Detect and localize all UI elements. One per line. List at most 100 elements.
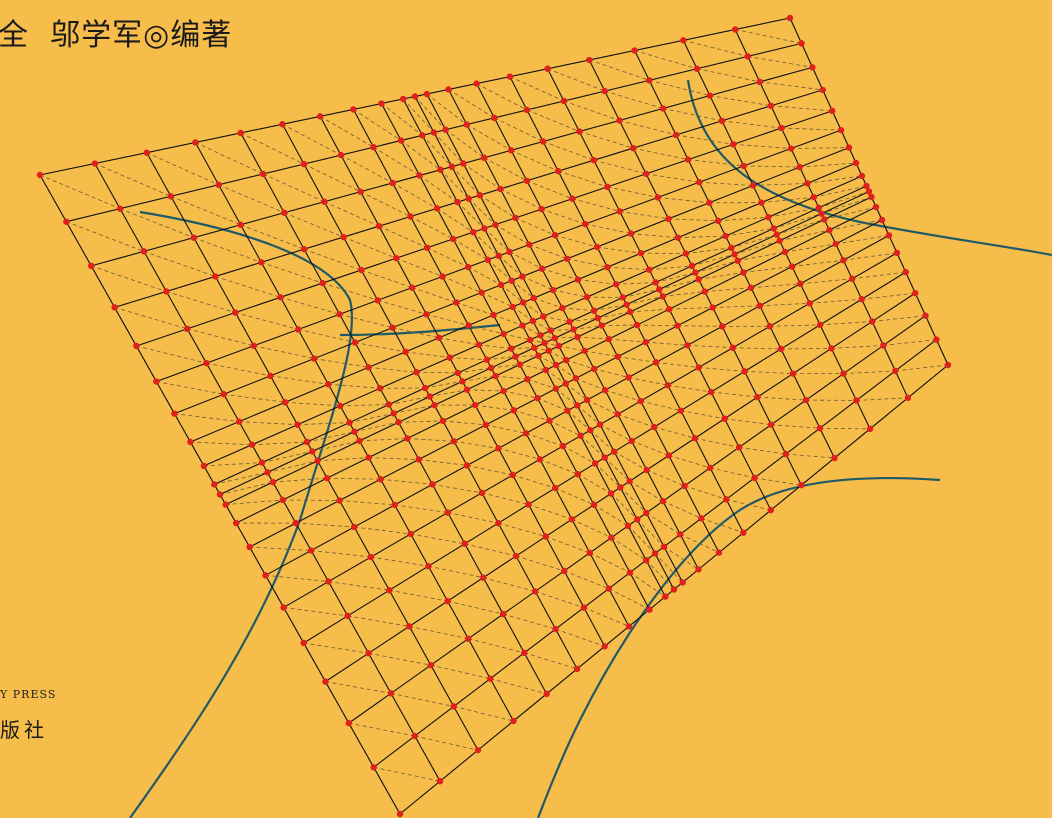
diagonal [392, 327, 440, 339]
node [237, 221, 244, 228]
diagonal [731, 234, 777, 249]
node [337, 402, 344, 410]
node [679, 579, 686, 586]
node [425, 562, 432, 570]
node [816, 425, 824, 432]
diagonal [348, 722, 415, 737]
diagonal [552, 289, 588, 298]
node [365, 650, 372, 657]
node [728, 244, 735, 252]
diagonal [784, 243, 836, 253]
diagonal [571, 518, 612, 538]
diagonal [491, 364, 520, 369]
diagonal [515, 217, 556, 236]
diagonal [509, 251, 543, 270]
diagonal [604, 457, 630, 482]
node [692, 269, 699, 276]
diagonal [381, 103, 423, 136]
diagonal [283, 607, 348, 617]
diagonal [617, 356, 657, 363]
node [220, 391, 227, 398]
diagonal [649, 265, 692, 271]
diagonal [360, 191, 411, 217]
node [88, 262, 95, 270]
node [552, 625, 559, 633]
node [542, 366, 550, 374]
node [819, 86, 826, 94]
diagonal [594, 463, 621, 488]
diagonal [328, 581, 390, 591]
diagonal [440, 169, 469, 199]
diagonal [654, 426, 696, 439]
diagonal [368, 652, 431, 666]
node [809, 64, 816, 71]
node [721, 415, 728, 422]
diagonal [519, 364, 547, 371]
node [688, 262, 696, 270]
node [670, 586, 678, 593]
diagonal [545, 536, 590, 554]
node [828, 345, 835, 352]
diagonal [698, 272, 744, 280]
node [396, 810, 404, 818]
node [652, 359, 660, 366]
node [543, 690, 550, 698]
node [346, 419, 353, 426]
node [797, 280, 804, 287]
diagonal [589, 552, 631, 573]
node [423, 90, 431, 98]
diagonal [426, 93, 468, 125]
diagonal [448, 89, 495, 119]
diagonal [542, 141, 594, 161]
node [787, 145, 795, 152]
diagonal [511, 347, 535, 349]
diagonal [515, 355, 539, 357]
diagonal [339, 313, 393, 329]
diagonal [637, 324, 678, 327]
node [633, 321, 641, 329]
node [840, 370, 847, 377]
node [413, 369, 420, 376]
node [652, 279, 659, 286]
node [463, 386, 471, 393]
node [323, 474, 331, 482]
node [782, 450, 790, 458]
node [574, 402, 581, 409]
diagonal [476, 83, 528, 111]
diagonal [809, 298, 862, 304]
node [684, 156, 692, 163]
node [510, 407, 518, 414]
node [295, 326, 302, 333]
diagonal [631, 440, 669, 456]
node [893, 249, 901, 257]
diagonal [295, 522, 355, 528]
diagonal [473, 231, 499, 257]
diagonal [593, 304, 627, 312]
diagonal [347, 615, 410, 627]
node [646, 266, 653, 273]
node [605, 585, 613, 592]
node [336, 497, 343, 504]
node [497, 281, 505, 289]
diagonal [487, 259, 513, 281]
node [722, 232, 729, 240]
diagonal [555, 628, 605, 647]
node [623, 301, 630, 308]
diagonal [527, 378, 556, 390]
diagonal [547, 68, 605, 92]
diagonal [285, 401, 341, 407]
node [200, 462, 208, 470]
node [237, 129, 244, 137]
node [280, 604, 287, 611]
node [587, 426, 594, 434]
diagonal [498, 447, 540, 460]
node [143, 149, 150, 156]
node [378, 100, 385, 107]
node [734, 257, 741, 264]
diagonal [883, 339, 937, 346]
node [593, 243, 601, 251]
node [487, 364, 495, 372]
node [696, 179, 703, 186]
node [741, 368, 748, 375]
